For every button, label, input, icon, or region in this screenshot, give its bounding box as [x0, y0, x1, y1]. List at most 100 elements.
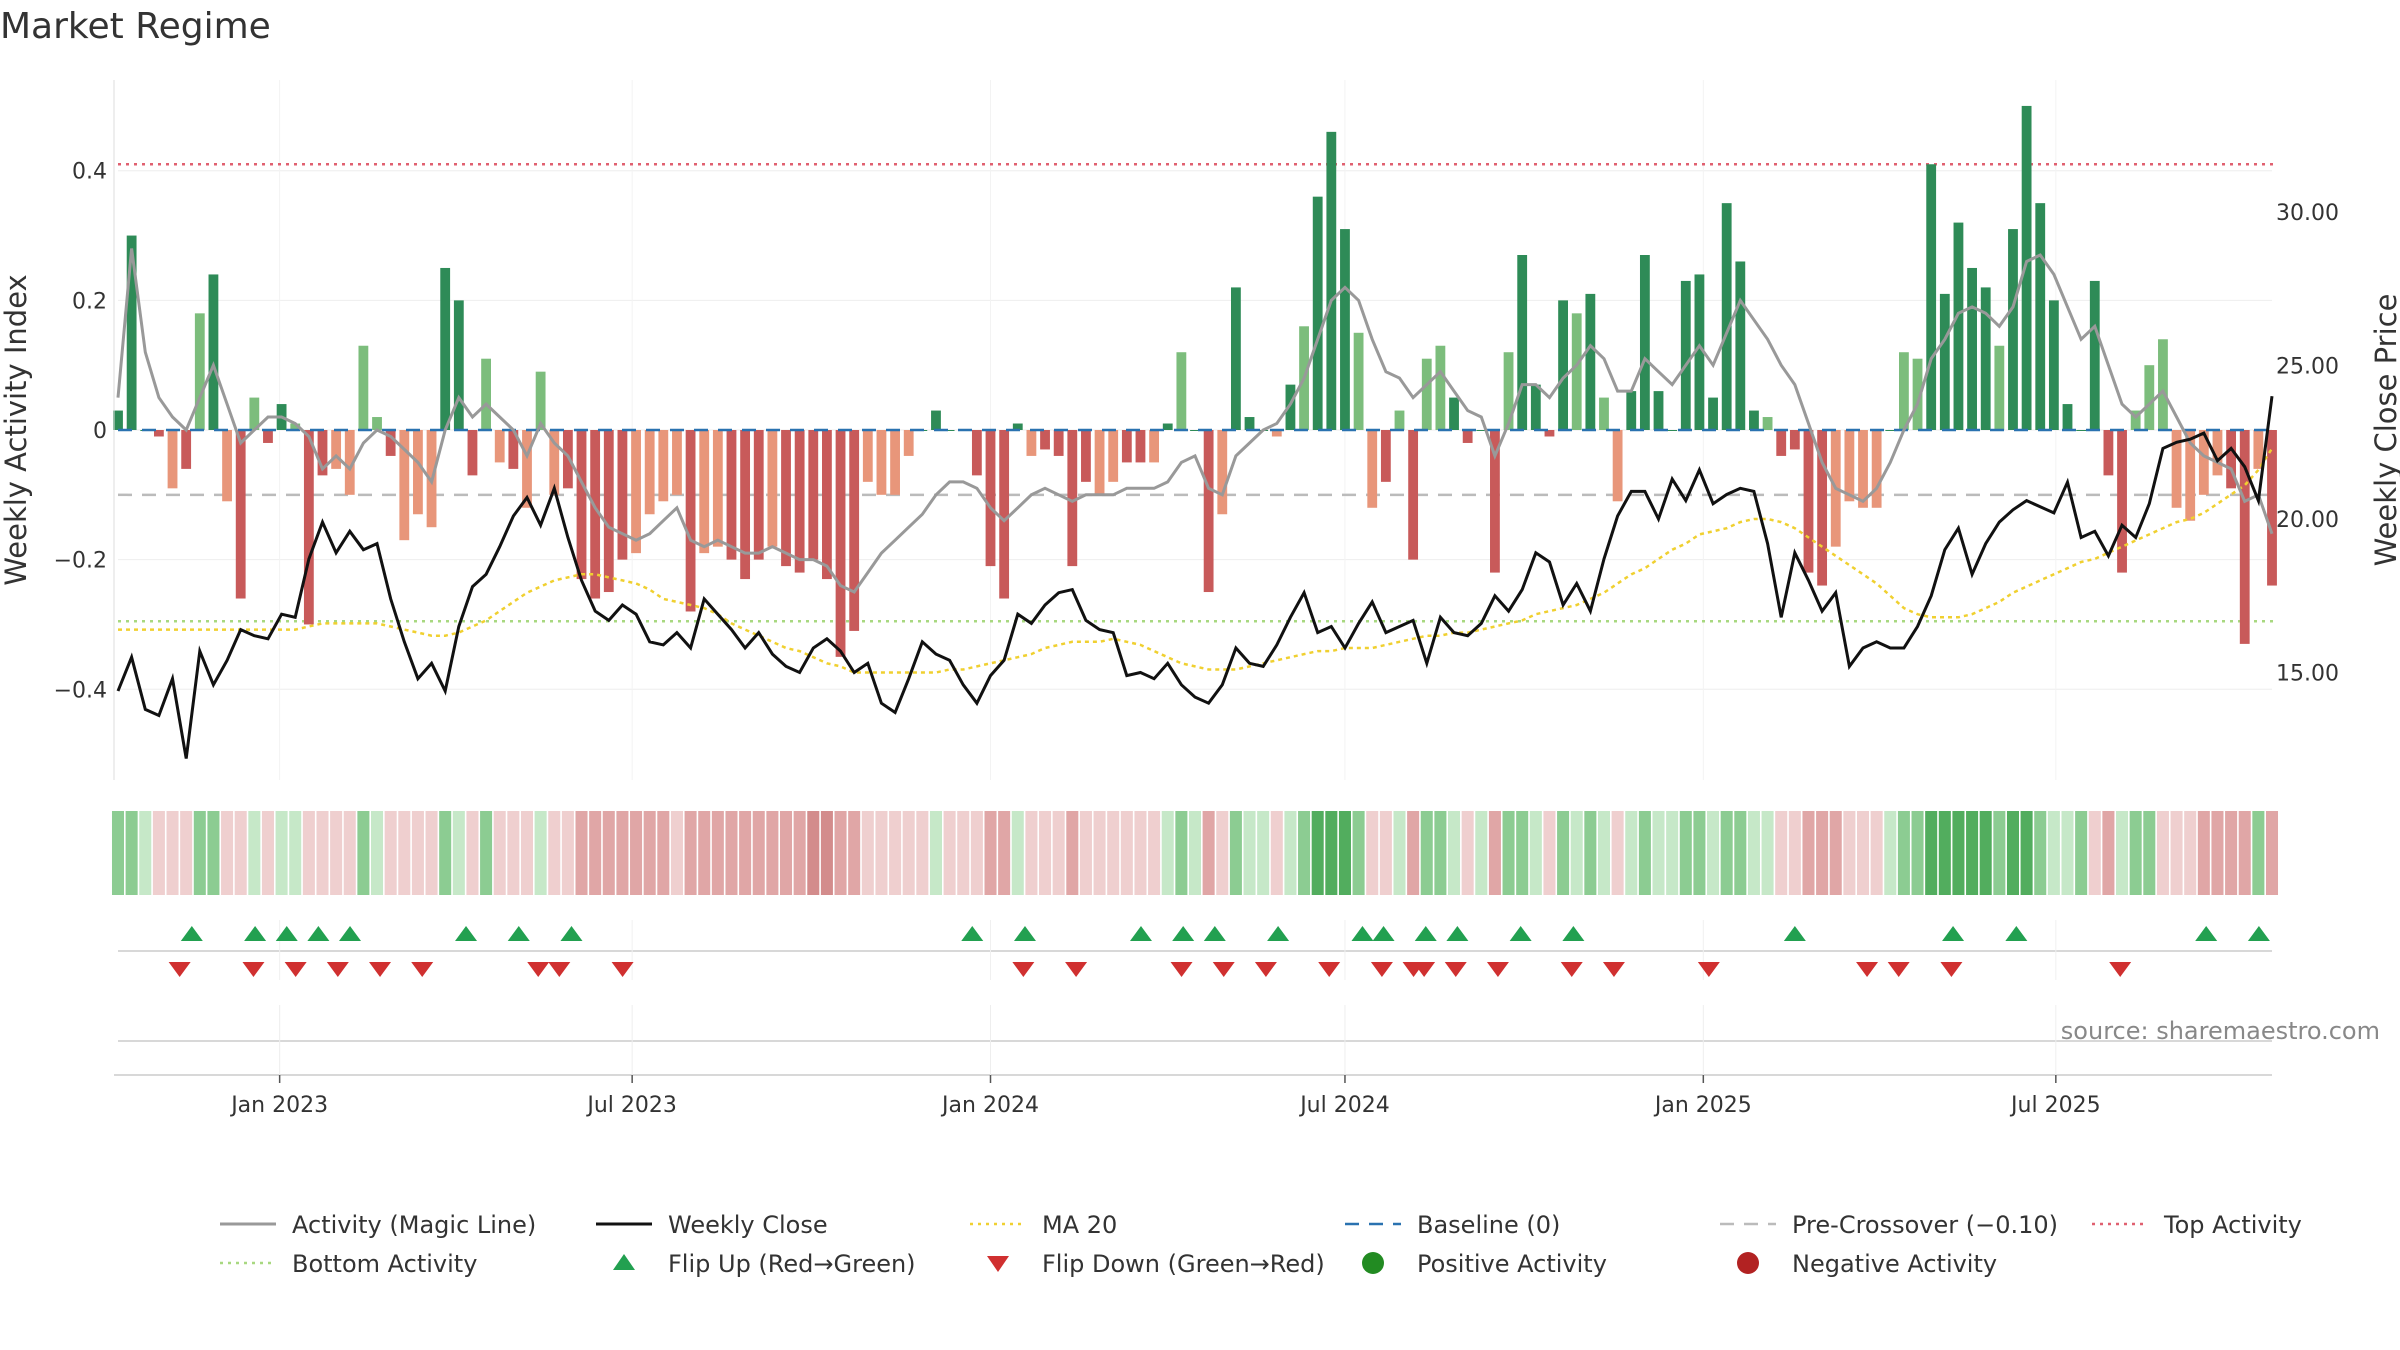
activity-bar: [1190, 430, 1200, 431]
activity-bar: [1708, 397, 1718, 430]
regime-band-cell: [1652, 811, 1665, 895]
activity-bar: [1939, 293, 1950, 430]
activity-bar: [644, 430, 655, 515]
activity-bar: [1762, 417, 1773, 430]
activity-bar: [808, 430, 819, 560]
y-left-tick-label: 0.4: [72, 160, 107, 185]
regime-band-cell: [2129, 811, 2142, 895]
flip-up-marker: [560, 926, 583, 941]
regime-band-cell: [1707, 811, 1720, 895]
regime-band-cell: [2088, 811, 2101, 895]
activity-bar: [194, 313, 205, 430]
regime-band-cell: [1107, 811, 1120, 895]
source-note: source: sharemaestro.com: [2061, 1017, 2380, 1045]
flip-down-marker: [1697, 962, 1720, 977]
activity-bar: [1285, 384, 1296, 430]
regime-band-cell: [1884, 811, 1897, 895]
regime-band-cell: [902, 811, 915, 895]
regime-band-cell: [2197, 811, 2210, 895]
flip-down-marker: [1856, 962, 1879, 977]
activity-bar: [2267, 430, 2277, 586]
regime-band-cell: [2184, 811, 2197, 895]
regime-band-cell: [1298, 811, 1311, 895]
regime-band-cell: [875, 811, 888, 895]
activity-bar: [549, 430, 560, 495]
legend-item: Flip Up (Red→Green): [613, 1250, 916, 1278]
regime-band-cell: [1925, 811, 1938, 895]
regime-band-cell: [125, 811, 138, 895]
legend-swatch-circle-icon: [1737, 1252, 1759, 1274]
activity-bar: [481, 358, 491, 430]
regime-band-cell: [1543, 811, 1556, 895]
activity-bar: [1735, 261, 1746, 430]
activity-bar: [631, 430, 641, 554]
regime-band-cell: [2225, 811, 2238, 895]
activity-bars: [113, 105, 2277, 657]
regime-band-cell: [1352, 811, 1365, 895]
activity-bar: [2212, 430, 2223, 476]
regime-band-cell: [1134, 811, 1147, 895]
activity-bar: [2198, 430, 2209, 495]
activity-bar: [753, 430, 764, 560]
activity-bar: [1394, 410, 1405, 430]
regime-band-cell: [166, 811, 179, 895]
regime-band-cell: [425, 811, 438, 895]
regime-band-cell: [1188, 811, 1202, 895]
x-tick-label: Jul 2023: [585, 1093, 677, 1118]
activity-bar: [535, 371, 546, 430]
regime-band-cell: [2102, 811, 2115, 895]
activity-bar: [1244, 417, 1255, 430]
regime-band-cell: [1788, 811, 1801, 895]
regime-band-cell: [1816, 811, 1829, 895]
activity-bar: [1449, 397, 1459, 430]
activity-bar: [1899, 352, 1909, 430]
activity-bar: [1408, 430, 1419, 560]
flip-down-marker: [1940, 962, 1963, 977]
regime-band-cell: [534, 811, 547, 895]
regime-band-cell: [779, 811, 793, 895]
legend-item: Baseline (0): [1345, 1211, 1560, 1239]
activity-bar: [1612, 430, 1623, 502]
regime-band-cell: [1011, 811, 1024, 895]
flip-down-marker: [611, 962, 634, 977]
activity-bar: [2185, 430, 2196, 521]
regime-band-cell: [357, 811, 370, 895]
activity-bar: [1230, 287, 1241, 430]
activity-bar: [1721, 203, 1732, 430]
regime-band-cell: [1216, 811, 1229, 895]
regime-band-cell: [984, 811, 997, 895]
regime-band-cell: [998, 811, 1011, 895]
regime-band-cell: [1870, 811, 1883, 895]
flip-up-marker: [1446, 926, 1469, 941]
activity-bar: [712, 430, 723, 547]
regime-band-cell: [2075, 811, 2088, 895]
flip-down-marker: [168, 962, 191, 977]
regime-band-cell: [2252, 811, 2265, 895]
flip-down-marker: [284, 962, 307, 977]
activity-bar: [1967, 267, 1977, 430]
flip-up-marker: [507, 926, 530, 941]
activity-bar: [685, 430, 696, 612]
activity-bar: [931, 410, 941, 430]
activity-bar: [1149, 430, 1160, 463]
activity-bar: [999, 430, 1010, 599]
y-left-tick-label: 0.2: [72, 289, 107, 314]
activity-bar: [781, 430, 791, 567]
regime-band-cell: [2006, 811, 2019, 895]
chart-title: Market Regime: [0, 6, 271, 47]
regime-band-cell: [1966, 811, 1979, 895]
regime-band-cell: [1993, 811, 2006, 895]
flip-up-marker: [1013, 926, 1036, 941]
regime-band-cell: [970, 811, 983, 895]
regime-band-cell: [1611, 811, 1624, 895]
flip-down-marker: [1370, 962, 1393, 977]
x-tick-label: Jan 2023: [229, 1093, 328, 1118]
activity-bar: [658, 430, 669, 502]
legend-label: Activity (Magic Line): [292, 1211, 536, 1239]
activity-bar: [126, 235, 137, 430]
weekly-close-line: [116, 396, 2274, 759]
activity-bar: [1694, 274, 1705, 430]
flip-down-marker: [1212, 962, 1235, 977]
regime-band-cell: [1243, 811, 1256, 895]
regime-band-cell: [343, 811, 356, 895]
